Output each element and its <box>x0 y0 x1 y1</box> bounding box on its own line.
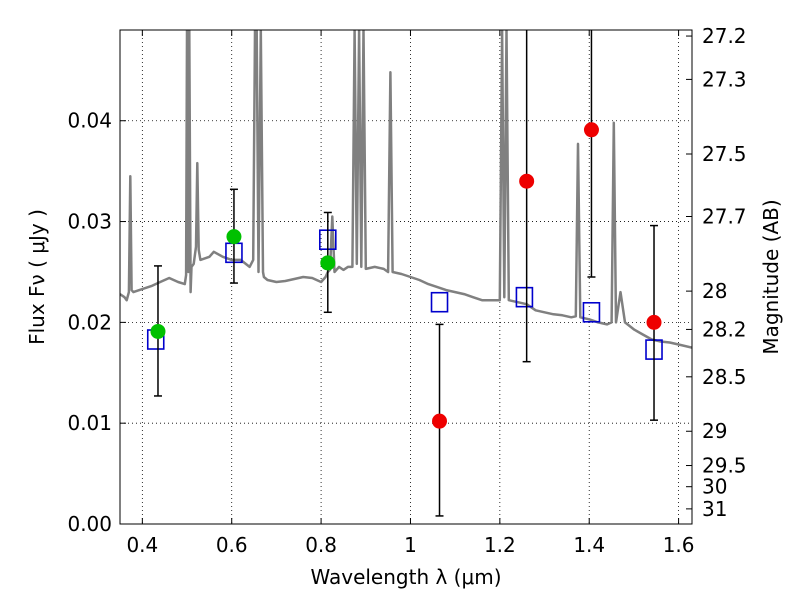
axis-ticks: 0.4 0.6 0.8 1 1.2 1.4 1.6 0.00 0.01 0.02 0.03 0.04 2… <box>67 24 746 557</box>
x-tick-label: 0.8 <box>305 533 337 557</box>
y2-tick-label: 29 <box>702 419 727 443</box>
model-spectrum-line <box>120 30 692 349</box>
y2-tick-label: 28.5 <box>702 365 747 389</box>
y-tick-label: 0.03 <box>67 210 112 234</box>
y2-tick-label: 28.2 <box>702 317 747 341</box>
y2-tick-label: 28 <box>702 279 727 303</box>
y-tick-label: 0.04 <box>67 109 112 133</box>
y2-tick-label: 29.5 <box>702 454 747 478</box>
y2-tick-label: 30 <box>702 475 727 499</box>
x-tick-label: 0.4 <box>126 533 158 557</box>
non-detection-point <box>519 173 535 189</box>
y-axis-label: Flux Fν ( μJy ) <box>25 209 49 345</box>
detection-point <box>150 323 166 339</box>
non-detection-point <box>583 122 599 138</box>
y-tick-label: 0.01 <box>67 411 112 435</box>
x-tick-label: 0.6 <box>216 533 248 557</box>
model-photometry-square <box>515 286 534 308</box>
plot-background <box>120 30 692 524</box>
y2-tick-label: 27.2 <box>702 24 747 48</box>
plot-frame <box>119 29 693 525</box>
x-tick-label: 1 <box>404 533 417 557</box>
y2-tick-label: 31 <box>702 497 727 521</box>
detection-point <box>226 229 242 245</box>
y2-tick-label: 27.7 <box>702 205 747 229</box>
y2-axis-label: Magnitude (AB) <box>759 199 783 354</box>
non-detection-point <box>432 413 448 429</box>
x-tick-label: 1.4 <box>573 533 605 557</box>
x-tick-label: 1.2 <box>484 533 516 557</box>
y2-tick-label: 27.5 <box>702 142 747 166</box>
non-detection-point <box>646 314 662 330</box>
model-photometry-square <box>430 291 449 313</box>
model-photometry-square <box>582 301 601 323</box>
y2-tick-label: 27.3 <box>702 67 747 91</box>
x-tick-label: 1.6 <box>663 533 695 557</box>
error-bars-top <box>150 30 662 517</box>
detection-point <box>320 255 336 271</box>
y-tick-label: 0.00 <box>67 512 112 536</box>
y-tick-label: 0.02 <box>67 310 112 334</box>
x-axis-label: Wavelength λ (μm) <box>310 565 501 589</box>
